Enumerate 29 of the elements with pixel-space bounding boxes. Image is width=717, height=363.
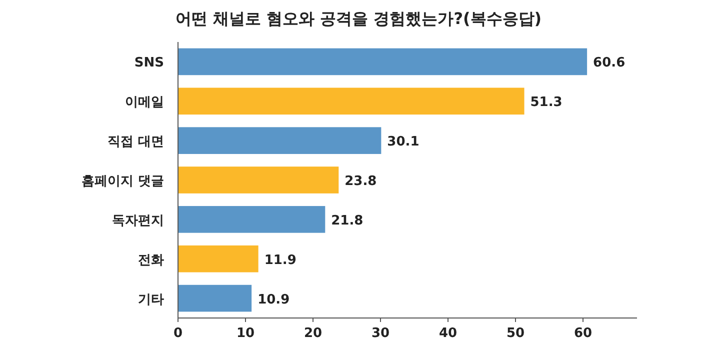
x-tick-label: 40 bbox=[438, 326, 458, 341]
x-tick-label: 30 bbox=[371, 326, 390, 341]
bar bbox=[178, 88, 524, 115]
y-tick-label: 독자편지 bbox=[112, 213, 164, 228]
bar bbox=[178, 48, 588, 76]
data-label: 51.3 bbox=[530, 95, 562, 110]
data-label: 21.8 bbox=[331, 213, 364, 228]
x-tick-label: 10 bbox=[236, 326, 255, 341]
data-label: 30.1 bbox=[387, 134, 420, 150]
y-tick-label: 이메일 bbox=[125, 95, 164, 110]
bar bbox=[178, 206, 326, 233]
y-tick-label: 홈페이지 댓글 bbox=[81, 174, 164, 189]
bar bbox=[178, 245, 258, 272]
y-tick-label: SNS bbox=[134, 56, 164, 71]
bar bbox=[178, 127, 382, 154]
data-label: 10.9 bbox=[258, 292, 290, 308]
x-tick-label: 50 bbox=[506, 326, 525, 341]
bar bbox=[178, 166, 339, 194]
data-label: 60.6 bbox=[593, 56, 626, 71]
y-tick-label: 직접 대면 bbox=[107, 134, 164, 150]
x-tick-label: 60 bbox=[574, 326, 592, 341]
data-label: 11.9 bbox=[264, 252, 296, 268]
bar bbox=[178, 284, 252, 312]
data-label: 23.8 bbox=[344, 174, 377, 189]
x-tick-label: 0 bbox=[173, 326, 183, 341]
y-tick-label: 전화 bbox=[138, 252, 164, 268]
y-tick-label: 기타 bbox=[138, 292, 164, 308]
x-tick-label: 20 bbox=[304, 326, 322, 341]
chart-title: 어떤 채널로 혐오와 공격을 경험했는가?(복수응답) bbox=[175, 9, 542, 28]
